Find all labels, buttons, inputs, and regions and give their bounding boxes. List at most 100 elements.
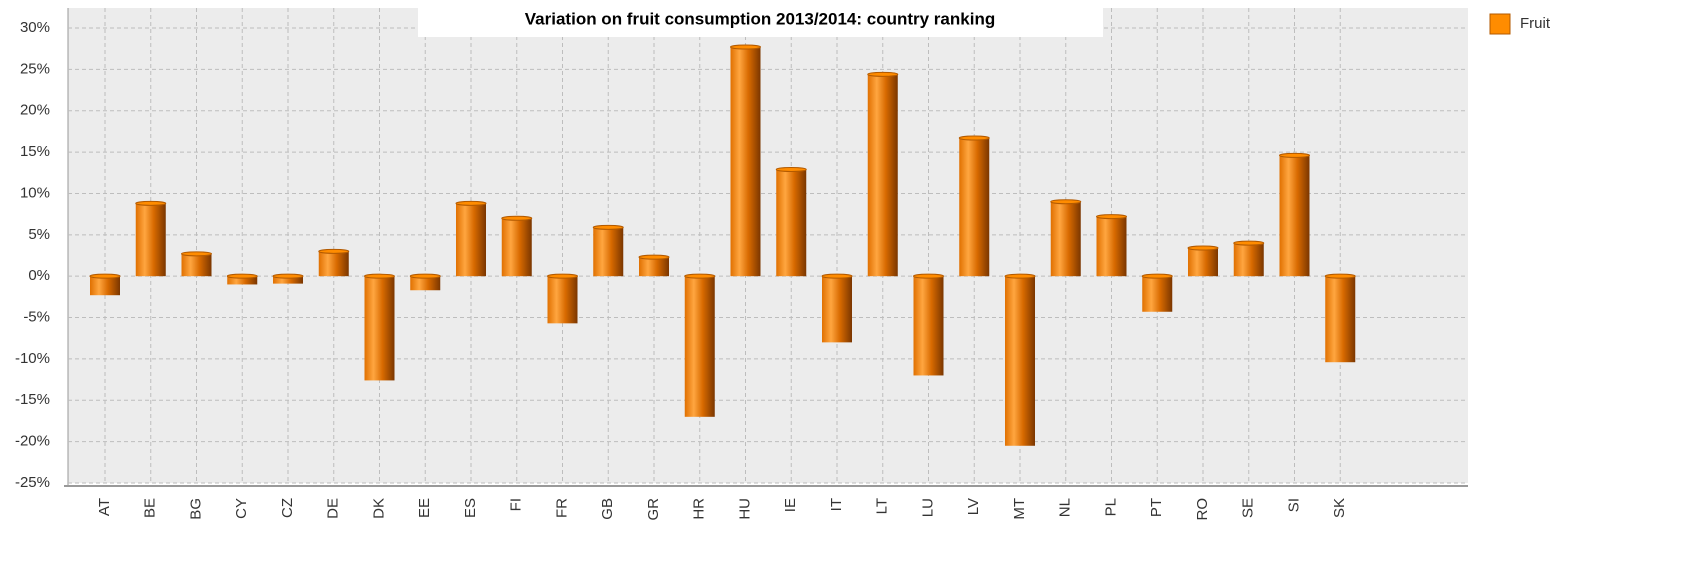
y-tick-label: 10% [20,184,50,201]
bar [730,47,761,277]
x-tick-label: GR [645,498,662,521]
y-tick-label: 5% [28,226,50,243]
bar [867,74,898,277]
chart-title: Variation on fruit consumption 2013/2014… [525,9,995,28]
bar-cap [226,273,258,279]
bar-cap [135,200,167,206]
bar [273,276,303,284]
legend-label: Fruit [1520,15,1551,32]
y-tick-label: 30% [20,19,50,36]
bar [410,276,441,291]
x-tick-label: SI [1285,498,1302,512]
bar-cap [913,273,944,279]
bar-cap [1233,240,1265,246]
bar [181,253,212,277]
x-tick-label: MT [1011,498,1028,520]
x-tick-label: DE [325,498,342,519]
bar-cap [455,200,487,206]
x-tick-label: PL [1102,498,1119,516]
y-tick-label: 20% [20,102,50,119]
bar-cap [1187,245,1219,251]
bar-cap [364,273,395,279]
y-tick-label: -20% [15,433,50,450]
bar-cap [1324,273,1356,279]
title-box [418,4,1103,37]
x-tick-label: NL [1057,498,1074,517]
bar-cap [958,135,990,141]
x-tick-label: HR [691,498,708,520]
bar-cap [89,273,121,279]
bar [639,257,669,277]
x-tick-label: PT [1148,498,1165,517]
x-tick-label: FR [553,498,570,518]
bar [456,203,486,277]
y-tick-label: 15% [20,143,50,160]
bar-cap [181,251,212,257]
x-tick-label: LT [874,498,891,514]
bar [1096,216,1127,277]
x-tick-label: ES [462,498,479,518]
bar-cap [592,224,624,230]
x-tick-label: EE [416,498,433,518]
bar [318,251,349,277]
y-tick-label: 0% [28,267,50,284]
bar-cap [272,273,304,279]
bar-cap [547,273,578,279]
bar [1050,201,1081,277]
x-tick-label: GB [599,498,616,520]
y-tick-label: -5% [23,309,50,326]
bar [1233,243,1264,277]
x-tick-label: LV [965,498,982,515]
bar [1005,276,1035,446]
bar [135,203,166,277]
bar [1325,276,1356,363]
y-tick-label: -15% [15,391,50,408]
bar [364,276,395,381]
y-tick-label: -10% [15,350,50,367]
x-tick-label: IE [782,498,799,512]
bar-cap [409,273,441,279]
bar-cap [1050,199,1082,205]
x-tick-label: BG [187,498,204,520]
bar [1142,276,1173,312]
x-tick-label: FI [508,498,525,511]
x-tick-label: IT [828,498,845,511]
bar-cap [501,215,533,221]
bar-cap [1141,273,1173,279]
x-tick-label: SK [1331,498,1348,518]
x-tick-label: AT [96,498,113,516]
bar [501,218,532,277]
x-tick-label: BE [142,498,159,518]
x-tick-label: RO [1194,498,1211,521]
bar [227,276,258,285]
bar-cap [821,273,853,279]
bar [1279,155,1310,277]
bar [593,227,624,277]
bar-cap [730,44,761,50]
x-tick-label: DK [370,498,387,519]
bar [959,138,990,277]
bar-cap [684,273,716,279]
x-tick-label: SE [1240,498,1257,518]
x-tick-label: CZ [279,498,296,518]
bar [684,276,715,417]
bar-cap [867,71,899,77]
y-tick-label: -25% [15,474,50,491]
bar [913,276,944,376]
bar-cap [638,254,670,260]
x-tick-label: LU [919,498,936,517]
legend-swatch [1489,13,1511,35]
bar-cap [1279,152,1310,158]
bar-cap [318,248,350,254]
bar [776,169,807,277]
bar-cap [1096,214,1127,220]
x-tick-label: HU [736,498,753,520]
bar [90,276,120,296]
bar [1188,248,1218,277]
bar-cap [775,166,807,172]
bar [822,276,852,343]
x-tick-label: CY [233,498,250,519]
y-tick-label: 25% [20,60,50,77]
bar-cap [1004,273,1036,279]
